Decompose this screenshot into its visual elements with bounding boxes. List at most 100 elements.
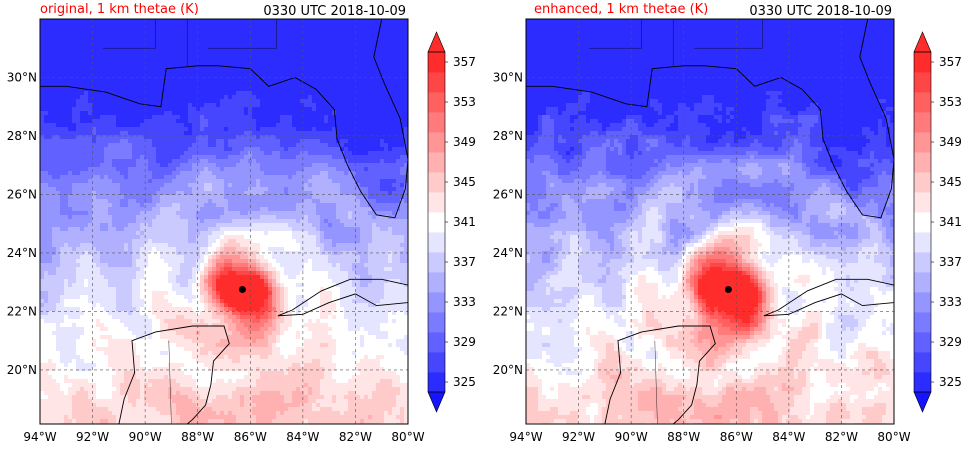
lat-tick-label: 28°N [493,129,523,143]
colorbar-tick-label: 329 [453,335,476,349]
colorbar-tick-label: 341 [939,215,962,229]
colorbar-band [914,312,931,333]
colorbar-tick-label: 333 [939,295,962,309]
thetae-map-original: 94°W 92°W 90°W 88°W 86°W 84°W 82°W 80°W 20°N 22°N… [7,4,476,444]
colorbar-tick-label: 345 [453,175,476,189]
graticule [525,19,895,424]
colorbar-band [914,252,931,273]
colorbar: 325 329 333 337 341 345 349 353 357 [427,31,476,413]
lat-tick-label: 30°N [493,70,523,84]
colorbar-band [428,152,445,173]
colorbar-tick-label: 349 [939,135,962,149]
lat-tick-label: 26°N [7,187,37,201]
colorbar-extend-min [913,391,932,413]
colorbar-band [914,52,931,73]
colorbar-tick-label: 357 [939,55,962,69]
colorbar-band [914,152,931,173]
colorbar-band [914,292,931,313]
lon-tick-label: 92°W [562,430,595,444]
lon-tick-label: 84°W [286,430,319,444]
lon-tick-label: 90°W [129,430,162,444]
lon-tick-label: 84°W [772,430,805,444]
colorbar-band [914,192,931,213]
colorbar-tick-label: 337 [453,255,476,269]
colorbar-band [914,72,931,93]
colorbar-band [428,52,445,73]
lon-tick-label: 94°W [509,430,542,444]
panel-timestamp: 0330 UTC 2018-10-09 [749,4,892,19]
map-frame [39,18,409,425]
lon-tick-label: 82°W [825,430,858,444]
lon-tick-label: 92°W [76,430,109,444]
lat-tick-label: 26°N [493,187,523,201]
lon-tick-label: 86°W [234,430,267,444]
colorbar-band [914,372,931,393]
lon-tick-label: 88°W [667,430,700,444]
colorbar-band [428,272,445,293]
map-frame [525,18,895,425]
lat-tick-label: 22°N [493,304,523,318]
colorbar-band [914,332,931,353]
colorbar-band [428,132,445,153]
panel-title-enhanced: enhanced, 1 km thetae (K) [534,2,709,17]
lon-tick-label: 80°W [391,430,424,444]
colorbar-extend-max [913,31,932,53]
colorbar-tick-label: 353 [939,95,962,109]
storm-center-marker [724,285,732,293]
colorbar-band [428,232,445,253]
colorbar-band [914,352,931,373]
lon-tick-label: 86°W [720,430,753,444]
colorbar-band [428,112,445,133]
colorbar-band [428,292,445,313]
colorbar-band [428,212,445,233]
colorbar-tick-label: 333 [453,295,476,309]
colorbar-band [428,92,445,113]
colorbar-tick-label: 337 [939,255,962,269]
panel-title-original: original, 1 km thetae (K) [40,2,199,17]
lat-tick-label: 24°N [7,246,37,260]
coastlines [40,19,408,424]
lat-tick-label: 30°N [7,70,37,84]
colorbar-tick-label: 341 [453,215,476,229]
colorbar-band [428,332,445,353]
colorbar-band [428,372,445,393]
colorbar-band [428,72,445,93]
colorbar-band [914,272,931,293]
lat-tick-label: 20°N [493,363,523,377]
colorbar-band [914,132,931,153]
lat-tick-label: 28°N [7,129,37,143]
lon-tick-label: 90°W [615,430,648,444]
colorbar-band [914,172,931,193]
colorbar-tick-label: 349 [453,135,476,149]
colorbar-band [428,192,445,213]
colorbar-tick-label: 325 [453,375,476,389]
colorbar-tick-label: 357 [453,55,476,69]
lat-tick-label: 20°N [7,363,37,377]
colorbar: 325 329 333 337 341 345 349 353 357 [913,31,962,413]
lon-tick-label: 94°W [23,430,56,444]
lat-tick-label: 22°N [7,304,37,318]
colorbar-extend-min [427,391,446,413]
thetae-field [40,19,408,424]
colorbar-band [428,172,445,193]
colorbar-band [914,232,931,253]
colorbar-band [914,92,931,113]
colorbar-band [914,112,931,133]
colorbar-band [914,212,931,233]
panel-timestamp: 0330 UTC 2018-10-09 [263,4,406,19]
colorbar-extend-max [427,31,446,53]
colorbar-band [428,352,445,373]
colorbar-tick-label: 353 [453,95,476,109]
colorbar-tick-label: 325 [939,375,962,389]
colorbar-tick-label: 329 [939,335,962,349]
colorbar-tick-label: 345 [939,175,962,189]
lon-tick-label: 82°W [339,430,372,444]
lon-tick-label: 80°W [877,430,910,444]
thetae-map-enhanced: 94°W 92°W 90°W 88°W 86°W 84°W 82°W 80°W 20°N 22°N… [493,4,962,444]
thetae-field [526,19,894,424]
storm-center-marker [238,285,246,293]
colorbar-band [428,252,445,273]
lon-tick-label: 88°W [181,430,214,444]
lat-tick-label: 24°N [493,246,523,260]
panel-original: original, 1 km thetae (K) 94°W 92°W 90°W 88… [7,2,476,444]
